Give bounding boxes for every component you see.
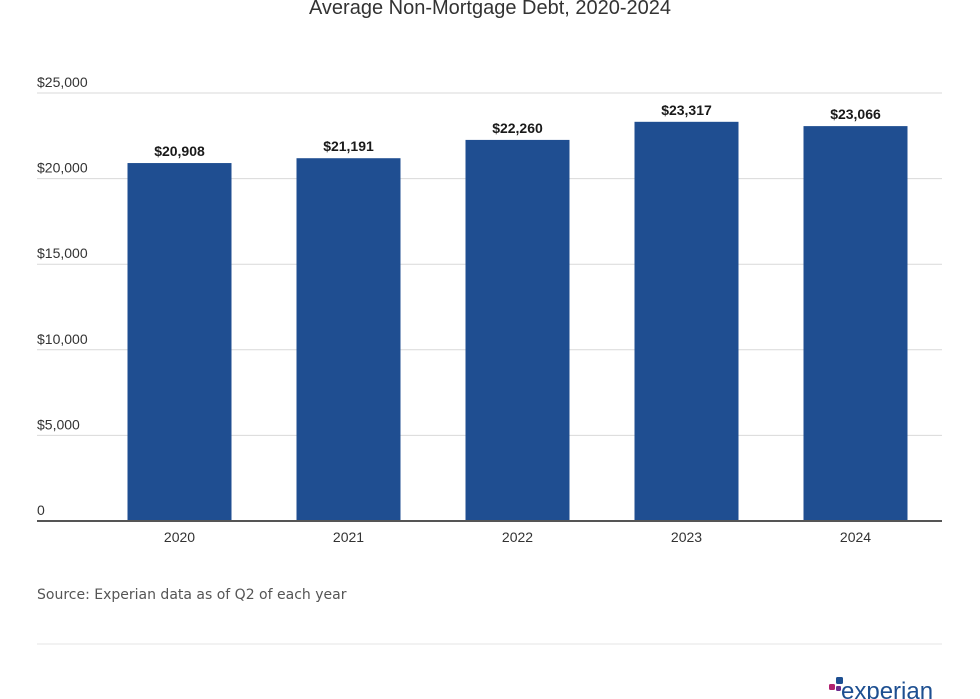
y-tick-label: $25,000	[37, 74, 88, 90]
logo-dot-pink	[829, 684, 835, 690]
x-tick-label-2023: 2023	[671, 529, 702, 545]
data-label-2020: $20,908	[154, 143, 205, 159]
data-label-2022: $22,260	[492, 120, 543, 136]
experian-logo: experian	[829, 677, 933, 699]
y-axis-tick-labels: 0 $5,000 $10,000 $15,000 $20,000 $25,000	[37, 74, 88, 518]
data-label-2024: $23,066	[830, 106, 881, 122]
x-axis-tick-labels: 2020 2021 2022 2023 2024	[164, 529, 871, 545]
bar-2022	[465, 139, 570, 521]
bar-2021	[296, 158, 401, 521]
bar-2020	[127, 163, 232, 521]
source-note: Source: Experian data as of Q2 of each y…	[37, 587, 347, 603]
x-tick-label-2020: 2020	[164, 529, 195, 545]
y-tick-label: $10,000	[37, 331, 88, 347]
logo-dot-blue	[836, 677, 843, 684]
y-tick-label: $15,000	[37, 245, 88, 261]
bar-data-labels: $20,908 $21,191 $22,260 $23,317 $23,066	[154, 102, 881, 159]
logo-wordmark: experian	[841, 678, 933, 699]
x-tick-label-2021: 2021	[333, 529, 364, 545]
y-tick-label: 0	[37, 502, 45, 518]
y-tick-label: $20,000	[37, 160, 88, 176]
x-tick-label-2024: 2024	[840, 529, 871, 545]
bars	[127, 121, 908, 521]
x-tick-label-2022: 2022	[502, 529, 533, 545]
chart-title: Average Non-Mortgage Debt, 2020-2024	[309, 0, 671, 19]
y-tick-label: $5,000	[37, 416, 80, 432]
bar-2024	[803, 126, 908, 521]
data-label-2021: $21,191	[323, 138, 374, 154]
bar-2023	[634, 121, 739, 521]
logo-dot-purple	[836, 686, 841, 691]
data-label-2023: $23,317	[661, 102, 712, 118]
